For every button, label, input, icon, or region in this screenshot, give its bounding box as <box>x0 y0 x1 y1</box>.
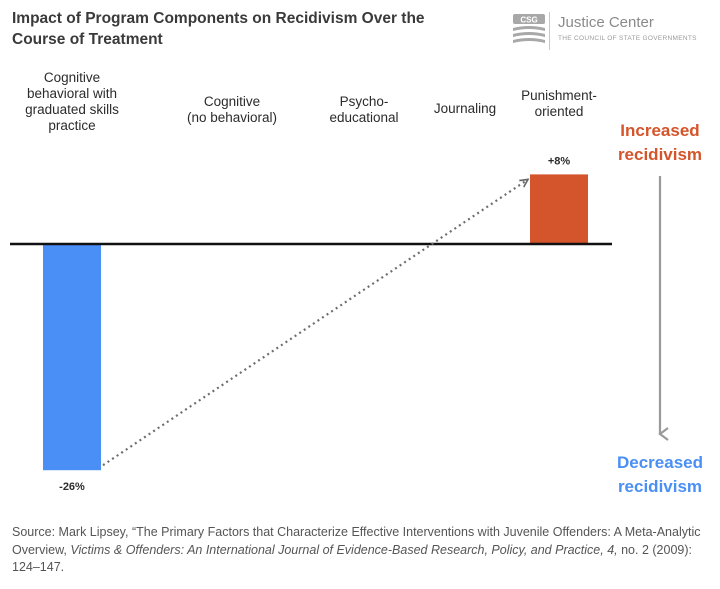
increased-recidivism-label: Increased recidivism <box>618 121 702 164</box>
category-label: Punishment-oriented <box>521 88 597 119</box>
source-prefix: Source: Mark Lipsey, “The Primary Factor… <box>12 525 701 557</box>
logo-badge-text: CSG <box>520 16 537 25</box>
chart-title: Impact of Program Components on Recidivi… <box>12 10 425 48</box>
category-label: Psycho-educational <box>329 94 398 125</box>
source-journal: Victims & Offenders: An International Jo… <box>70 542 618 557</box>
category-label: Cognitive behavioral with graduated skills… <box>25 70 119 133</box>
data-label: +8% <box>548 155 571 167</box>
csg-badge-icon: CSG <box>513 14 545 43</box>
category-label: Cognitive (no behavioral) <box>187 94 277 125</box>
bar <box>43 244 101 471</box>
justice-center-logo: CSG Justice Center THE COUNCIL OF STATE … <box>511 10 711 54</box>
decreased-recidivism-label: Decreased recidivism <box>617 453 703 496</box>
source-citation: Source: Mark Lipsey, “The Primary Factor… <box>12 524 712 577</box>
logo-name: Justice Center <box>558 14 654 31</box>
bar <box>530 174 588 244</box>
logo-divider <box>549 12 550 50</box>
trend-dotted-line <box>102 179 528 467</box>
data-label: -26% <box>59 481 85 493</box>
recidivism-bar-chart: Cognitive behavioral with graduated skills… <box>10 70 703 496</box>
source-suffix: no. 2 (2009): 124–147. <box>12 542 692 575</box>
category-label: Journaling <box>434 101 496 116</box>
logo-subtitle: THE COUNCIL OF STATE GOVERNMENTS <box>558 35 697 42</box>
